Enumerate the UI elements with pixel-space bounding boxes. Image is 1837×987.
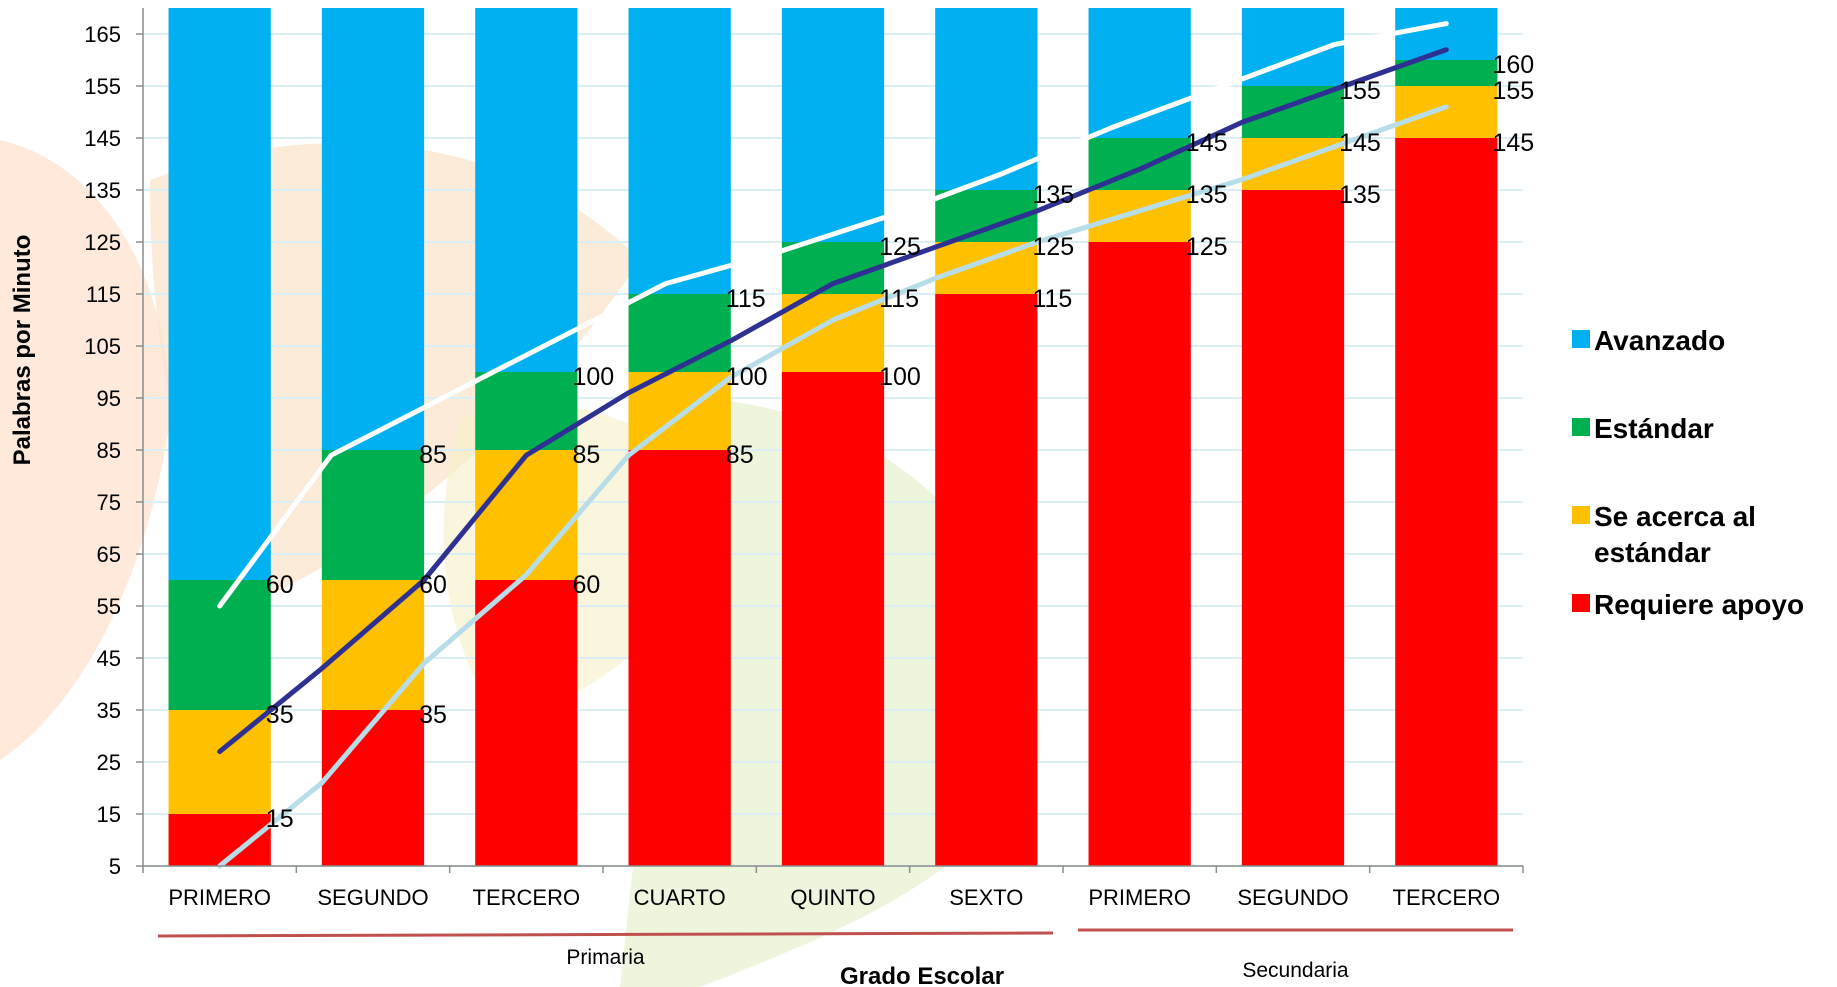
x-tick-label: SEGUNDO xyxy=(317,885,428,910)
data-label: 85 xyxy=(572,441,600,469)
data-label: 60 xyxy=(266,571,294,599)
y-tick-label: 105 xyxy=(84,334,121,359)
bar-segment xyxy=(782,372,884,866)
y-tick-label: 145 xyxy=(84,126,121,151)
bar-segment xyxy=(475,580,577,866)
data-label: 85 xyxy=(726,441,754,469)
data-label: 145 xyxy=(1339,129,1381,157)
x-tick-label: TERCERO xyxy=(1393,885,1501,910)
legend-label: Avanzado xyxy=(1594,325,1725,356)
data-label: 135 xyxy=(1032,181,1074,209)
x-tick-label: SEXTO xyxy=(949,885,1023,910)
legend-label: Estándar xyxy=(1594,413,1714,444)
data-label: 100 xyxy=(726,363,768,391)
bar-segment xyxy=(629,294,731,372)
x-tick-labels: PRIMERO SEGUNDO TERCERO CUARTO QUINTO SEXTO PR… xyxy=(168,885,1500,910)
data-label: 155 xyxy=(1339,77,1381,105)
data-label: 145 xyxy=(1492,129,1534,157)
data-label: 125 xyxy=(879,233,921,261)
y-tick-label: 85 xyxy=(97,438,121,463)
legend-label: Se acerca al xyxy=(1594,501,1756,532)
legend-swatch xyxy=(1572,418,1590,436)
bar-segment xyxy=(935,294,1037,866)
y-tick-label: 65 xyxy=(97,542,121,567)
x-tick-label: SEGUNDO xyxy=(1237,885,1348,910)
bar-segment xyxy=(1395,138,1497,866)
bar-segment xyxy=(782,8,884,242)
legend-swatch xyxy=(1572,506,1590,524)
bar-segment xyxy=(475,372,577,450)
x-axis-title: Grado Escolar xyxy=(840,963,1004,987)
data-label: 115 xyxy=(879,285,919,313)
data-label: 35 xyxy=(419,701,447,729)
category-group-line xyxy=(158,933,1053,936)
data-label: 60 xyxy=(419,571,447,599)
data-label: 85 xyxy=(419,441,447,469)
bar-segment xyxy=(322,450,424,580)
data-label: 160 xyxy=(1492,51,1534,79)
legend: Avanzado Estándar Se acerca al estándar Requ… xyxy=(1572,325,1804,620)
legend-label: estándar xyxy=(1594,537,1711,568)
bar-segment xyxy=(1395,86,1497,138)
bar-segment xyxy=(322,710,424,866)
data-label: 135 xyxy=(1186,181,1228,209)
legend-swatch xyxy=(1572,594,1590,612)
x-tick-label: PRIMERO xyxy=(1088,885,1191,910)
bar-segment xyxy=(169,580,271,710)
y-tick-label: 115 xyxy=(86,282,121,307)
x-tick-label: PRIMERO xyxy=(168,885,271,910)
legend-label: Requiere apoyo xyxy=(1594,589,1804,620)
data-label: 115 xyxy=(1032,285,1072,313)
data-label: 125 xyxy=(1032,233,1074,261)
category-group-label: Secundaria xyxy=(1242,959,1349,982)
data-label: 135 xyxy=(1339,181,1381,209)
y-tick-label: 75 xyxy=(97,490,121,515)
y-tick-label: 135 xyxy=(84,178,121,203)
bar-segment xyxy=(475,8,577,372)
y-tick-label: 15 xyxy=(97,802,121,827)
category-groups: Primaria Secundaria xyxy=(158,930,1513,982)
y-tick-label: 125 xyxy=(84,230,121,255)
data-label: 100 xyxy=(572,363,614,391)
y-tick-label: 25 xyxy=(97,750,121,775)
bar-segment xyxy=(475,450,577,580)
bar-segment xyxy=(629,8,731,294)
bar-segment xyxy=(629,450,731,866)
y-tick-label: 55 xyxy=(97,594,121,619)
data-label: 100 xyxy=(879,363,921,391)
y-tick-label: 5 xyxy=(109,854,121,879)
x-tick-label: CUARTO xyxy=(634,885,726,910)
y-tick-label: 95 xyxy=(97,386,121,411)
data-label: 125 xyxy=(1186,233,1228,261)
data-label: 15 xyxy=(266,805,294,833)
category-group-label: Primaria xyxy=(566,946,644,969)
y-axis-title: Palabras por Minuto xyxy=(9,235,36,466)
bar-segment xyxy=(169,8,271,580)
x-tick-label: QUINTO xyxy=(790,885,875,910)
data-label: 35 xyxy=(266,701,294,729)
y-tick-label: 155 xyxy=(84,74,121,99)
y-tick-label: 35 xyxy=(97,698,121,723)
y-tick-label: 45 xyxy=(97,646,121,671)
bar-segment xyxy=(1242,190,1344,866)
data-label: 115 xyxy=(726,285,766,313)
bar-segment xyxy=(322,580,424,710)
bar-segment xyxy=(322,8,424,450)
data-label: 155 xyxy=(1492,77,1534,105)
data-label: 60 xyxy=(572,571,600,599)
legend-swatch xyxy=(1572,330,1590,348)
bar-segment xyxy=(1089,242,1191,866)
y-tick-label: 165 xyxy=(84,22,121,47)
data-label: 145 xyxy=(1186,129,1228,157)
x-tick-label: TERCERO xyxy=(473,885,581,910)
